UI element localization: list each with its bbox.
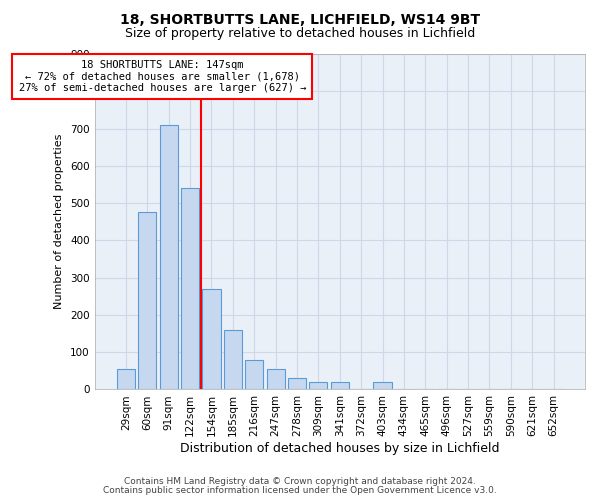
Bar <box>117 369 135 390</box>
Bar <box>138 212 157 390</box>
Bar <box>181 188 199 390</box>
Bar <box>309 382 328 390</box>
Y-axis label: Number of detached properties: Number of detached properties <box>55 134 64 310</box>
Text: 18, SHORTBUTTS LANE, LICHFIELD, WS14 9BT: 18, SHORTBUTTS LANE, LICHFIELD, WS14 9BT <box>120 12 480 26</box>
Text: 18 SHORTBUTTS LANE: 147sqm
← 72% of detached houses are smaller (1,678)
27% of s: 18 SHORTBUTTS LANE: 147sqm ← 72% of deta… <box>19 60 306 93</box>
Bar <box>224 330 242 390</box>
Text: Contains HM Land Registry data © Crown copyright and database right 2024.: Contains HM Land Registry data © Crown c… <box>124 477 476 486</box>
Bar <box>245 360 263 390</box>
Bar <box>373 382 392 390</box>
Bar <box>202 289 221 390</box>
Bar <box>266 369 284 390</box>
Bar <box>331 382 349 390</box>
Text: Contains public sector information licensed under the Open Government Licence v3: Contains public sector information licen… <box>103 486 497 495</box>
Bar <box>160 125 178 390</box>
Text: Size of property relative to detached houses in Lichfield: Size of property relative to detached ho… <box>125 28 475 40</box>
Bar <box>288 378 306 390</box>
X-axis label: Distribution of detached houses by size in Lichfield: Distribution of detached houses by size … <box>180 442 500 455</box>
